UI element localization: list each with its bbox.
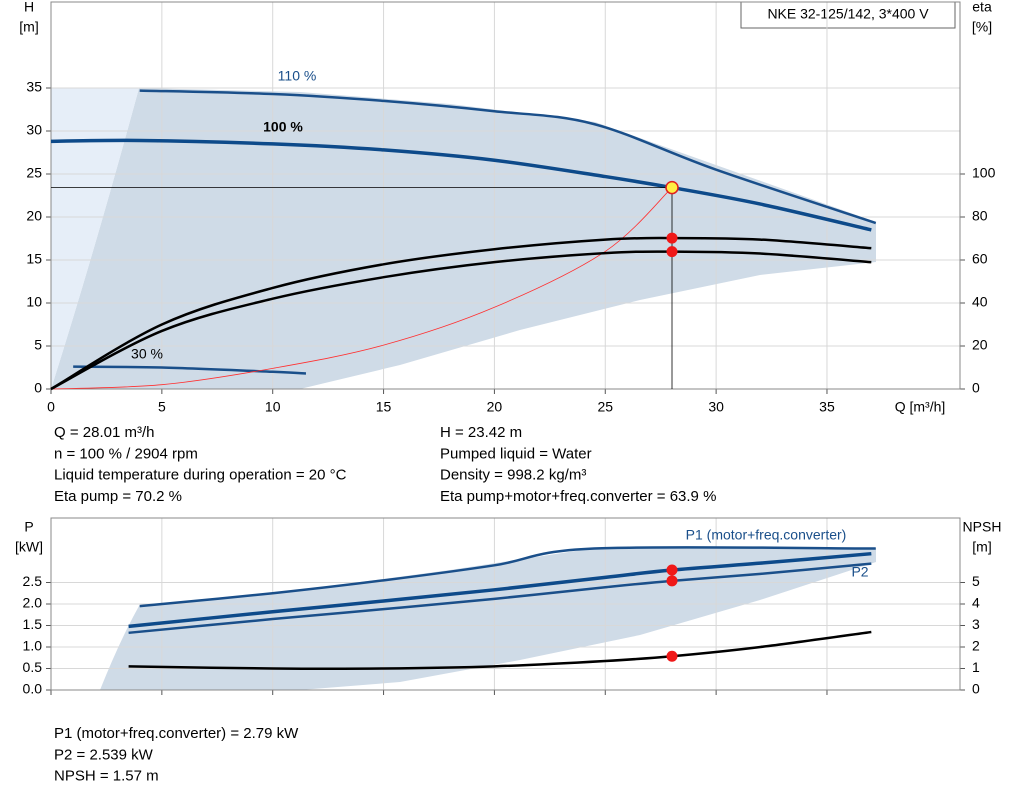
series-label: 30 % — [131, 346, 163, 362]
info-text: Density = 998.2 kg/m³ — [440, 467, 586, 484]
y2-tick-label: 60 — [972, 251, 988, 267]
y-tick-label: 10 — [26, 294, 42, 310]
curve — [128, 562, 872, 635]
y2-tick-label: 4 — [972, 595, 980, 611]
x-tick-label: 0 — [47, 399, 55, 415]
curve — [50, 187, 673, 390]
title-box — [740, 1, 956, 29]
operating-point — [666, 564, 678, 576]
operating-point — [666, 575, 678, 587]
y2-tick-label: 20 — [972, 337, 988, 353]
series-label: 100 % — [263, 119, 303, 135]
y2-axis-label: [%] — [972, 19, 992, 35]
info-text: Pumped liquid = Water — [440, 445, 592, 462]
y-axis-label: [kW] — [15, 539, 43, 555]
curve — [73, 365, 307, 375]
y2-tick-label: 80 — [972, 208, 988, 224]
y2-tick-label: 3 — [972, 616, 980, 632]
x-tick-label: 10 — [265, 399, 281, 415]
info-text: n = 100 % / 2904 rpm — [54, 445, 198, 462]
chart-title: NKE 32-125/142, 3*400 V — [767, 6, 929, 22]
y-tick-label: 0 — [34, 380, 42, 396]
series-label: P1 (motor+freq.converter) — [686, 527, 847, 543]
y-tick-label: 30 — [26, 122, 42, 138]
y2-tick-label: 2 — [972, 638, 980, 654]
y-tick-label: 0.5 — [23, 659, 43, 675]
curve — [50, 138, 872, 232]
envelope — [100, 548, 876, 690]
info-text: P2 = 2.539 kW — [54, 746, 154, 763]
curve — [128, 630, 872, 671]
plot-frame — [50, 517, 961, 691]
y2-tick-label: 0 — [972, 681, 980, 697]
curve — [139, 546, 876, 608]
y2-tick-label: 100 — [972, 165, 996, 181]
x-tick-label: 20 — [487, 399, 503, 415]
info-text: Eta pump+motor+freq.converter = 63.9 % — [440, 488, 716, 505]
series-label: 110 % — [278, 68, 317, 84]
info-text: Q = 28.01 m³/h — [54, 424, 154, 441]
y-tick-label: 2.5 — [23, 573, 43, 589]
y-axis-label: P — [24, 519, 33, 535]
y-tick-label: 15 — [26, 251, 42, 267]
info-text: Liquid temperature during operation = 20… — [54, 467, 347, 484]
y-axis-label: [m] — [19, 19, 38, 35]
y-tick-label: 0.0 — [23, 681, 43, 697]
y2-axis-label: NPSH — [963, 519, 1002, 535]
x-tick-label: 5 — [158, 399, 166, 415]
operating-point — [666, 232, 678, 244]
y2-tick-label: 1 — [972, 659, 980, 675]
curve — [50, 236, 872, 391]
y2-tick-label: 5 — [972, 573, 980, 589]
series-label: P2 — [851, 564, 868, 580]
x-tick-label: 15 — [376, 399, 392, 415]
operating-point — [666, 650, 678, 662]
y2-tick-label: 40 — [972, 294, 988, 310]
y2-axis-label: eta — [972, 0, 992, 15]
y-tick-label: 5 — [34, 337, 42, 353]
y2-tick-label: 0 — [972, 380, 980, 396]
info-text: P1 (motor+freq.converter) = 2.79 kW — [54, 725, 299, 742]
curve — [128, 551, 872, 629]
info-text: NPSH = 1.57 m — [54, 768, 159, 781]
info-text: H = 23.42 m — [440, 424, 522, 441]
y-tick-label: 1.5 — [23, 616, 43, 632]
envelope-light — [51, 88, 139, 389]
x-tick-label: 30 — [708, 399, 724, 415]
x-tick-label: 35 — [819, 399, 835, 415]
curve — [139, 89, 877, 225]
plot-frame — [50, 1, 961, 390]
y-tick-label: 2.0 — [23, 595, 43, 611]
y-tick-label: 20 — [26, 208, 42, 224]
curve — [50, 250, 872, 391]
info-text: Eta pump = 70.2 % — [54, 488, 182, 505]
x-tick-label: 25 — [597, 399, 613, 415]
y-tick-label: 25 — [26, 165, 42, 181]
y-axis-label: H — [24, 0, 34, 15]
duty-point — [665, 180, 679, 195]
envelope — [51, 88, 876, 389]
x-axis-label: Q [m³/h] — [895, 399, 946, 415]
y-tick-label: 35 — [26, 79, 42, 95]
y-tick-label: 1.0 — [23, 638, 43, 654]
operating-point — [666, 246, 678, 258]
y2-axis-label: [m] — [972, 539, 991, 555]
